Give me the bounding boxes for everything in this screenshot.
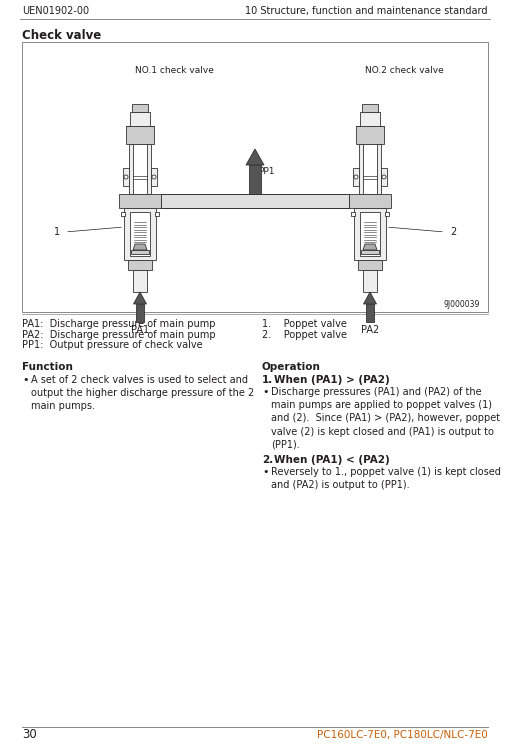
Text: NO.2 check valve: NO.2 check valve (364, 66, 443, 75)
Polygon shape (363, 292, 376, 304)
Text: 1.    Poppet valve: 1. Poppet valve (262, 319, 346, 329)
Bar (360, 250, 378, 254)
Text: Operation: Operation (262, 362, 320, 372)
Bar (119, 194, 161, 208)
Bar (348, 194, 390, 208)
Bar (131, 250, 149, 254)
Bar (123, 168, 129, 186)
Text: PP1: PP1 (258, 167, 274, 176)
Bar (362, 270, 376, 292)
Text: PA2: PA2 (360, 325, 378, 335)
Text: When (PA1) < (PA2): When (PA1) < (PA2) (273, 455, 389, 465)
Text: Check valve: Check valve (22, 29, 101, 42)
Polygon shape (133, 244, 147, 250)
Bar (133, 144, 147, 194)
Text: PC160LC-7E0, PC180LC/NLC-7E0: PC160LC-7E0, PC180LC/NLC-7E0 (317, 730, 487, 740)
Text: PA1:  Discharge pressure of main pump: PA1: Discharge pressure of main pump (22, 319, 215, 329)
Bar (119, 194, 161, 208)
Bar (348, 194, 390, 208)
Polygon shape (362, 244, 376, 250)
Bar (133, 270, 147, 292)
Bar (132, 104, 148, 112)
Bar (126, 126, 154, 144)
Bar (151, 168, 157, 186)
Bar (353, 208, 385, 260)
Bar (380, 168, 386, 186)
Text: PP1:  Output pressure of check valve: PP1: Output pressure of check valve (22, 340, 202, 350)
Bar (136, 304, 144, 322)
Text: 2.    Poppet valve: 2. Poppet valve (262, 329, 346, 339)
Bar (161, 194, 348, 208)
Bar (124, 208, 156, 260)
Text: NO.1 check valve: NO.1 check valve (135, 66, 213, 75)
Bar (384, 212, 388, 216)
Text: Reversely to 1., poppet valve (1) is kept closed
and (PA2) is output to (PP1).: Reversely to 1., poppet valve (1) is kep… (270, 467, 500, 490)
Text: PA2:  Discharge pressure of main pump: PA2: Discharge pressure of main pump (22, 329, 215, 339)
Text: 2.: 2. (262, 455, 273, 465)
Bar (248, 165, 261, 194)
Text: PA1: PA1 (131, 325, 149, 335)
Text: 1: 1 (54, 227, 60, 237)
Text: UEN01902-00: UEN01902-00 (22, 6, 89, 16)
Bar (352, 168, 358, 186)
Text: A set of 2 check valves is used to select and
output the higher discharge pressu: A set of 2 check valves is used to selec… (31, 375, 254, 412)
Bar (155, 212, 159, 216)
Bar (130, 112, 150, 126)
Bar (361, 104, 377, 112)
Bar (359, 212, 379, 256)
Text: 9J000039: 9J000039 (443, 300, 479, 309)
Bar (129, 144, 151, 194)
Bar (353, 208, 385, 260)
Polygon shape (133, 292, 146, 304)
Text: Function: Function (22, 362, 73, 372)
Bar (22, 42, 487, 312)
Bar (124, 208, 156, 260)
Text: When (PA1) > (PA2): When (PA1) > (PA2) (273, 375, 389, 385)
Text: 10 Structure, function and maintenance standard: 10 Structure, function and maintenance s… (245, 6, 487, 16)
Bar (128, 260, 152, 270)
Bar (161, 194, 348, 208)
Bar (357, 260, 381, 270)
Bar (130, 212, 150, 256)
Text: 30: 30 (22, 728, 37, 742)
Circle shape (381, 175, 385, 179)
Bar (358, 144, 380, 194)
Bar (355, 126, 383, 144)
Text: 2: 2 (449, 227, 455, 237)
Text: •: • (262, 387, 268, 397)
Text: Discharge pressures (PA1) and (PA2) of the
main pumps are applied to poppet valv: Discharge pressures (PA1) and (PA2) of t… (270, 387, 499, 450)
Polygon shape (245, 149, 264, 165)
Bar (350, 212, 354, 216)
Bar (121, 212, 125, 216)
Bar (359, 112, 379, 126)
Bar (365, 304, 373, 322)
Circle shape (353, 175, 357, 179)
Text: 1.: 1. (262, 375, 273, 385)
Bar (362, 144, 376, 194)
Circle shape (152, 175, 156, 179)
Text: •: • (262, 467, 268, 477)
Circle shape (124, 175, 128, 179)
Text: •: • (22, 375, 29, 385)
